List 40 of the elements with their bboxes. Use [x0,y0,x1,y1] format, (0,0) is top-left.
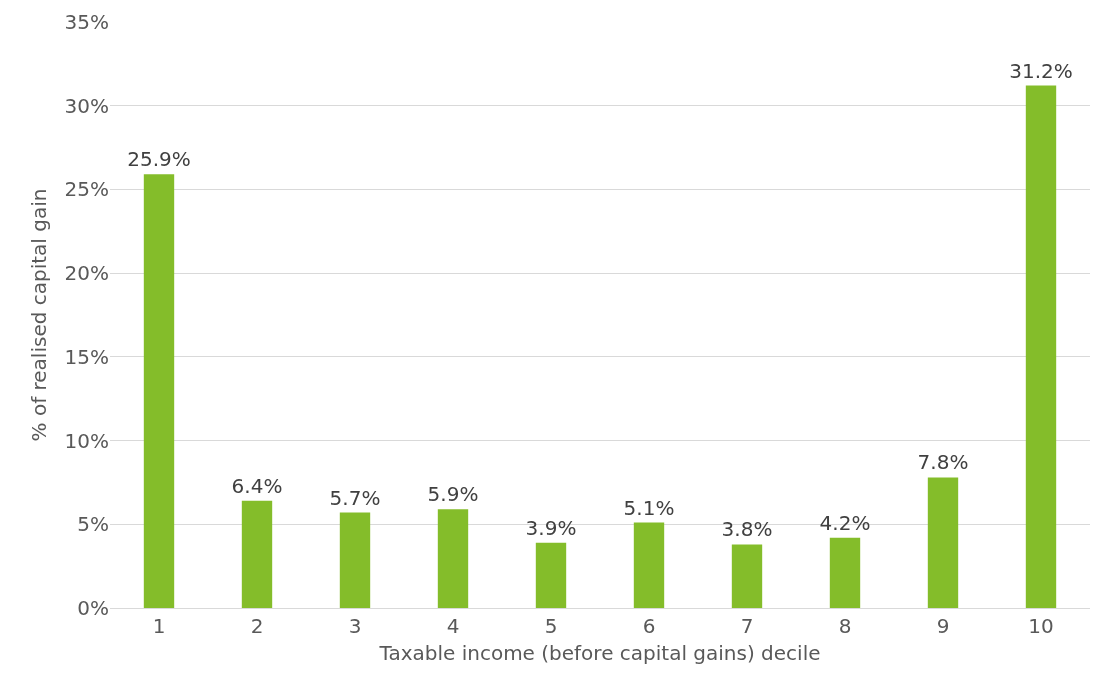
x-tick-label: 10 [1028,614,1054,638]
data-label: 31.2% [1009,58,1073,83]
data-label: 5.9% [427,482,479,507]
bar [535,542,567,608]
bar [241,500,273,608]
data-label: 3.8% [721,517,773,542]
y-tick-label: 35% [64,10,109,34]
bar [731,544,763,608]
x-tick-label: 3 [348,614,362,638]
x-tick-label: 1 [152,614,166,638]
x-axis-title: Taxable income (before capital gains) decile [378,640,821,665]
bar [633,522,665,608]
data-label: 3.9% [525,515,577,540]
bar [143,174,175,608]
data-label: 6.4% [231,473,283,498]
y-tick-label: 5% [77,512,109,537]
y-tick-label: 30% [64,93,109,118]
x-tick-label: 2 [250,614,264,638]
y-tick-label: 0% [77,596,109,620]
x-tick-label: 4 [446,614,460,638]
y-tick-label: 25% [64,177,109,202]
data-label: 5.1% [623,495,675,520]
x-tick-label: 5 [544,614,558,638]
bar [437,509,469,608]
bar [927,477,959,608]
bar [1025,85,1057,608]
x-tick-label: 6 [642,614,656,638]
y-axis-title: % of realised capital gain [27,188,52,442]
data-label: 7.8% [917,450,969,475]
y-tick-label: 10% [64,428,109,453]
x-tick-label: 7 [740,614,754,638]
bar [339,512,371,608]
y-tick-label: 15% [64,344,109,369]
x-tick-label: 9 [936,614,950,638]
data-label: 5.7% [329,485,381,510]
bar [829,537,861,608]
x-tick-label: 8 [838,614,852,638]
data-label: 4.2% [819,510,871,535]
data-label: 25.9% [127,147,191,172]
y-tick-label: 20% [64,261,109,286]
